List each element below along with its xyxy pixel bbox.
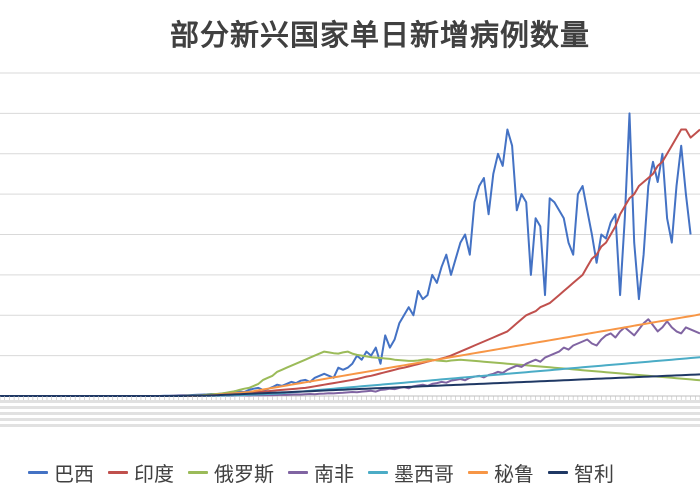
series-line-6 (0, 373, 700, 397)
legend-label: 俄罗斯 (214, 461, 274, 486)
legend-item: 南非 (288, 458, 354, 487)
legend-label: 墨西哥 (394, 461, 454, 486)
legend-swatch (108, 470, 128, 474)
legend-swatch (468, 470, 488, 474)
legend-item: 印度 (108, 458, 174, 487)
legend-swatch (28, 470, 48, 474)
legend-label: 秘鲁 (494, 461, 534, 486)
legend-item: 墨西哥 (368, 458, 454, 487)
legend: 巴西 印度 俄罗斯 南非 墨西哥 秘鲁 智利 (28, 457, 700, 487)
legend-swatch (548, 470, 568, 474)
x-tick-label-band (0, 418, 700, 421)
x-tick-label-band (0, 424, 700, 427)
legend-swatch (288, 470, 308, 474)
legend-item: 俄罗斯 (188, 458, 274, 487)
legend-swatch (188, 470, 208, 474)
gridlines (0, 72, 700, 397)
legend-item: 智利 (548, 458, 614, 487)
legend-item: 巴西 (28, 458, 94, 487)
series-line-0 (0, 112, 692, 397)
legend-label: 巴西 (54, 461, 94, 486)
chart-title: 部分新兴国家单日新增病例数量 (169, 18, 590, 52)
series-lines (0, 112, 700, 397)
series-line-3 (0, 318, 700, 397)
legend-label: 印度 (134, 461, 174, 486)
legend-item: 秘鲁 (468, 458, 534, 487)
legend-label: 南非 (314, 461, 354, 486)
x-axis-ticks (0, 396, 700, 427)
x-tick-label-band (0, 400, 700, 403)
legend-swatch (368, 470, 388, 474)
legend-label: 智利 (574, 461, 614, 486)
x-tick-label-band (0, 406, 700, 409)
x-tick-label-band (0, 412, 700, 415)
series-line-5 (0, 313, 700, 397)
